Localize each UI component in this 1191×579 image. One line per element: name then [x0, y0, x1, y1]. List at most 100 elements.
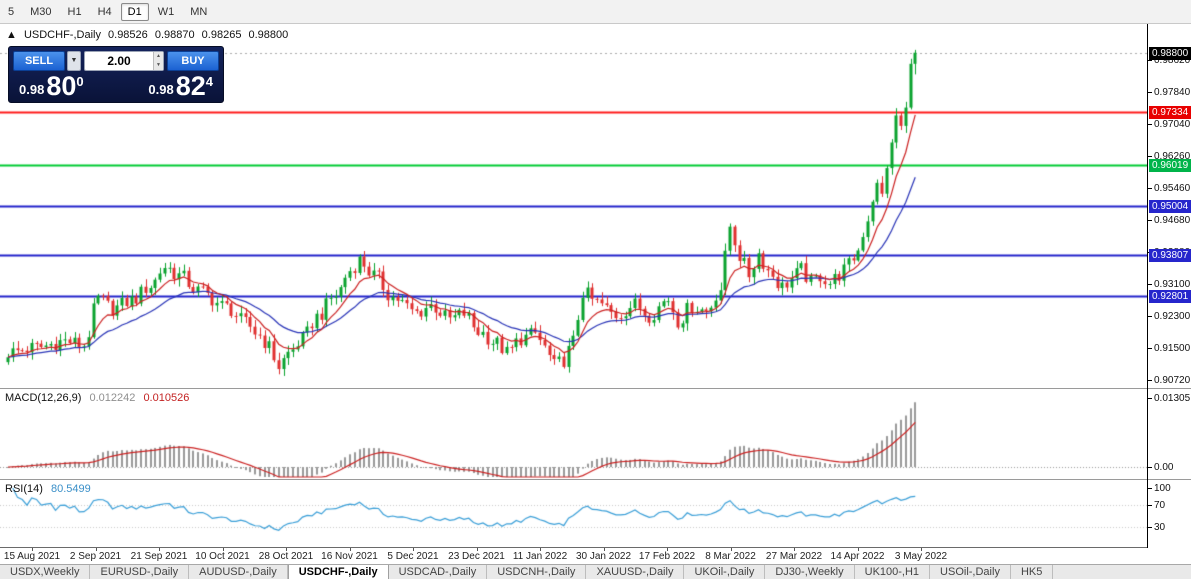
price-level-tag: 0.95004: [1149, 200, 1191, 213]
macd-indicator-panel[interactable]: [0, 389, 1147, 480]
date-label: 11 Jan 2022: [512, 551, 568, 562]
date-label: 27 Mar 2022: [765, 551, 823, 562]
date-label: 15 Aug 2021: [3, 551, 61, 562]
macd-signal-value: 0.010526: [143, 392, 190, 404]
symbol-ohlc-header: ▲ USDCHF-,Daily 0.98526 0.98870 0.98265 …: [6, 29, 292, 41]
axis-tick: [1148, 380, 1152, 381]
axis-tick: [1148, 124, 1152, 125]
chart-tab-usdchf-daily[interactable]: USDCHF-,Daily: [287, 565, 389, 579]
ask-big-digits: 82: [175, 71, 206, 101]
rsi-header: RSI(14) 80.5499: [5, 483, 91, 495]
buy-button[interactable]: BUY: [167, 50, 219, 71]
chart-tab-usdcnh-daily[interactable]: USDCNH-,Daily: [487, 565, 587, 579]
ask-prefix: 0.98: [148, 82, 174, 97]
date-tick: [413, 548, 414, 551]
rsi-axis-label: 30: [1154, 522, 1166, 533]
price-level-tag: 0.93807: [1149, 249, 1191, 262]
chart-tab-hk5[interactable]: HK5: [1010, 565, 1054, 579]
axis-tick: [1148, 348, 1152, 349]
sell-button[interactable]: SELL: [13, 50, 65, 71]
volume-dropdown-button[interactable]: ▼: [67, 50, 81, 71]
volume-input[interactable]: [85, 51, 163, 70]
symbol-name: USDCHF-,Daily: [23, 29, 101, 41]
date-label: 16 Nov 2021: [321, 551, 378, 562]
rsi-canvas[interactable]: [0, 480, 1147, 547]
timeframe-button-w1[interactable]: W1: [157, 5, 175, 18]
axis-tick: [1148, 284, 1152, 285]
axis-tick: [1148, 220, 1152, 221]
chart-tab-uk100-h1[interactable]: UK100-,H1: [854, 565, 931, 579]
price-level-tag: 0.96019: [1149, 159, 1191, 172]
date-tick: [730, 548, 732, 551]
date-tick: [476, 548, 478, 551]
date-tick: [95, 548, 97, 551]
chart-tab-dj30-weekly[interactable]: DJ30-,Weekly: [765, 565, 855, 579]
bid-prefix: 0.98: [19, 82, 45, 97]
timeframe-button-d1[interactable]: D1: [120, 2, 149, 21]
macd-axis-label: 0.01305: [1154, 393, 1191, 404]
axis-tick: [1148, 156, 1152, 157]
price-axis-label: 0.97040: [1154, 119, 1191, 130]
macd-axis-label: 0.00: [1154, 462, 1174, 473]
timeframe-button-h4[interactable]: H4: [97, 5, 112, 18]
date-label: 21 Sep 2021: [130, 551, 188, 562]
date-label: 23 Dec 2021: [448, 551, 505, 562]
chart-tab-usdcad-daily[interactable]: USDCAD-,Daily: [388, 565, 488, 579]
date-label: 10 Oct 2021: [195, 551, 250, 562]
time-axis[interactable]: 15 Aug 2021 2 Sep 2021 21 Sep 2021 10 Oct 2…: [0, 548, 1191, 564]
timeframe-button-m30[interactable]: M30: [30, 5, 52, 18]
chart-tab-usdx-weekly[interactable]: USDX,Weekly: [0, 565, 91, 579]
date-label: 5 Dec 2021: [387, 551, 439, 562]
date-label: 2 Sep 2021: [69, 551, 122, 562]
date-tick: [159, 548, 160, 551]
axis-tick: [1148, 527, 1152, 528]
timeframe-button-h1[interactable]: H1: [67, 5, 82, 18]
macd-canvas[interactable]: [0, 389, 1147, 479]
price-chart-panel[interactable]: [0, 24, 1147, 389]
price-level-tag: 0.92801: [1149, 290, 1191, 303]
collapse-arrow-icon: ▲: [6, 29, 17, 41]
rsi-label: RSI(14): [5, 483, 43, 495]
rsi-indicator-panel[interactable]: [0, 480, 1147, 548]
axis-tick: [1148, 188, 1152, 189]
bid-price: 0.98 80 0: [19, 73, 84, 100]
chart-tab-xauusd-daily[interactable]: XAUUSD-,Daily: [586, 565, 685, 579]
open-value: 0.98526: [108, 29, 148, 41]
chart-tab-audusd-daily[interactable]: AUDUSD-,Daily: [189, 565, 288, 579]
macd-header: MACD(12,26,9) 0.012242 0.010526: [5, 392, 189, 404]
timeframe-button-5[interactable]: 5: [8, 5, 15, 18]
high-value: 0.98870: [154, 29, 195, 41]
panel-separator: [1148, 388, 1191, 389]
bid-pip-digit: 0: [76, 74, 84, 89]
volume-increase-button[interactable]: ▲: [153, 51, 163, 61]
date-tick: [603, 548, 605, 551]
price-axis-label: 0.94680: [1154, 215, 1191, 226]
bid-big-digits: 80: [46, 71, 77, 101]
timeframe-button-mn[interactable]: MN: [190, 5, 208, 18]
date-tick: [921, 548, 922, 551]
date-tick: [349, 548, 351, 551]
date-tick: [32, 548, 33, 551]
volume-decrease-button[interactable]: ▼: [153, 60, 163, 70]
chart-tab-usoil-daily[interactable]: USOil-,Daily: [930, 565, 1011, 579]
date-tick: [540, 548, 541, 551]
chart-tab-ukoil-daily[interactable]: UKOil-,Daily: [684, 565, 766, 579]
price-axis[interactable]: 0.98620 0.97840 0.97040 0.96260 0.95460 0.946…: [1147, 24, 1191, 548]
date-label: 14 Apr 2022: [830, 551, 885, 562]
rsi-value: 80.5499: [50, 483, 91, 495]
price-axis-label: 0.93100: [1154, 279, 1191, 290]
macd-label: MACD(12,26,9): [5, 392, 82, 404]
date-label: 17 Feb 2022: [638, 551, 696, 562]
chevron-down-icon: ▼: [70, 56, 78, 64]
chart-tab-eurusd-daily[interactable]: EURUSD-,Daily: [90, 565, 190, 579]
timeframe-toolbar: 5 M30 H1 H4 D1 W1 MN: [0, 0, 1191, 24]
price-axis-label: 0.92300: [1154, 311, 1191, 322]
low-value: 0.98265: [201, 29, 242, 41]
rsi-axis-label: 70: [1154, 500, 1166, 511]
one-click-trading-widget: SELL ▼ ▲ ▼ BUY 0.98 80 0 0.98 82 4: [8, 46, 224, 103]
date-label: 30 Jan 2022: [575, 551, 632, 562]
axis-tick: [1148, 398, 1152, 399]
date-tick: [222, 548, 224, 551]
volume-field-wrap: ▲ ▼: [84, 50, 164, 71]
